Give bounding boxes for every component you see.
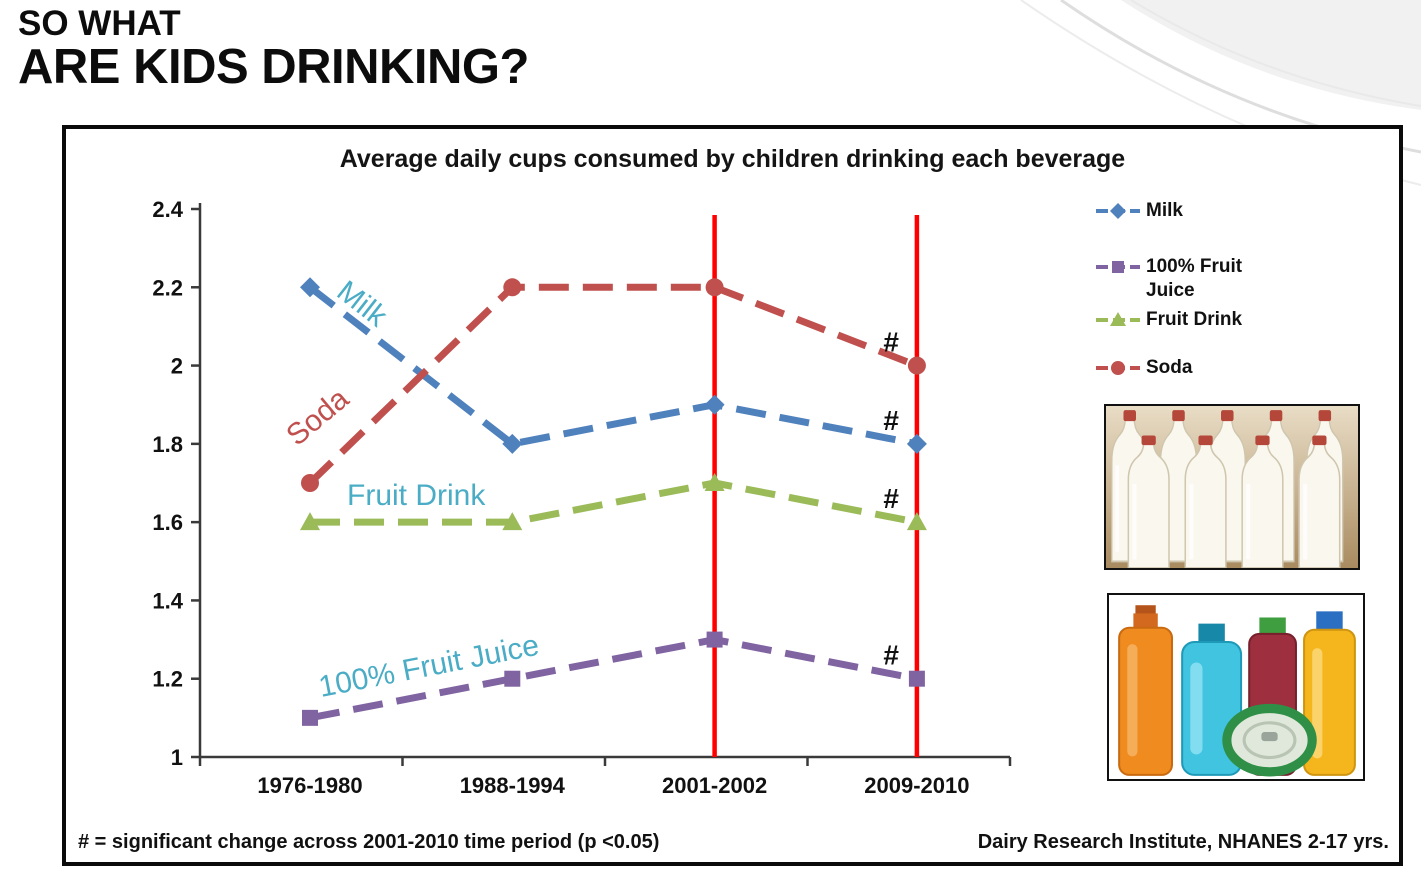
chart-panel: Average daily cups consumed by children …	[62, 125, 1403, 866]
legend-label-fruit-drink: Fruit Drink	[1146, 309, 1243, 331]
beverage-bottles-image	[1107, 593, 1365, 781]
svg-text:1976-1980: 1976-1980	[257, 773, 362, 798]
series-line-milk	[307, 284, 918, 448]
legend-item-soda: Soda	[1095, 356, 1345, 380]
inline-label-soda: Soda	[280, 382, 355, 453]
series-markers-milk	[300, 277, 927, 454]
significance-mark-fruit-drink: #	[883, 483, 899, 514]
inline-label-fruit-drink: Fruit Drink	[347, 479, 486, 512]
series-line-fruit-drink	[310, 479, 918, 526]
milk-bottles-image	[1104, 404, 1360, 570]
inline-label-100-fruit-juice: 100% Fruit Juice	[316, 629, 542, 704]
svg-text:2001-2002: 2001-2002	[662, 773, 767, 798]
legend-marker-soda	[1096, 361, 1140, 375]
chart-legend: Milk 100% Fruit Juice Fruit Drink Soda	[1095, 199, 1345, 380]
svg-text:2009-2010: 2009-2010	[864, 773, 969, 798]
legend-marker-fruit-drink	[1096, 312, 1140, 327]
series-markers-soda	[301, 278, 926, 492]
chart-title: Average daily cups consumed by children …	[339, 145, 1126, 173]
svg-text:1.8: 1.8	[152, 432, 183, 457]
series-markers-fruit-drink	[300, 473, 927, 531]
significance-mark-100-fruit-juice: #	[883, 640, 899, 671]
significance-footnote: # = significant change across 2001-2010 …	[78, 831, 660, 853]
series-markers-100-fruit-juice	[302, 631, 925, 726]
series-line-100-fruit-juice	[309, 636, 918, 722]
svg-text:2: 2	[171, 354, 183, 379]
page-header: SO WHAT ARE KIDS DRINKING?	[18, 5, 529, 93]
svg-text:2.2: 2.2	[152, 275, 183, 300]
svg-text:1.2: 1.2	[152, 667, 183, 692]
svg-text:1: 1	[171, 745, 183, 770]
inline-label-milk: Milk	[331, 275, 394, 334]
legend-item-milk: Milk	[1095, 199, 1345, 223]
svg-text:1.4: 1.4	[152, 588, 183, 613]
svg-text:2.4: 2.4	[152, 197, 183, 222]
legend-label-soda: Soda	[1146, 357, 1193, 378]
legend-label-milk: Milk	[1146, 200, 1183, 221]
svg-text:1988-1994: 1988-1994	[460, 773, 566, 798]
legend-marker-milk	[1096, 203, 1140, 219]
legend-item-100-fruit-juice: 100% Fruit Juice	[1095, 255, 1345, 303]
legend-marker-100-fruit-juice	[1096, 260, 1140, 273]
page-title: ARE KIDS DRINKING?	[18, 39, 529, 94]
series-line-soda	[307, 283, 919, 486]
data-source: Dairy Research Institute, NHANES 2-17 yr…	[977, 831, 1389, 853]
significance-mark-soda: #	[883, 327, 899, 358]
svg-text:1.6: 1.6	[152, 510, 183, 535]
significance-mark-milk: #	[883, 405, 899, 436]
legend-item-fruit-drink: Fruit Drink	[1095, 308, 1345, 332]
page-supertitle: SO WHAT	[18, 4, 181, 43]
beverage-chart: 1 1.2 1.4 1.6 1.8 2 2.2 2.4 1976-1980 1988-1994 20…	[152, 197, 1012, 798]
legend-label-100-fruit-juice: 100% Fruit Juice	[1146, 255, 1243, 301]
